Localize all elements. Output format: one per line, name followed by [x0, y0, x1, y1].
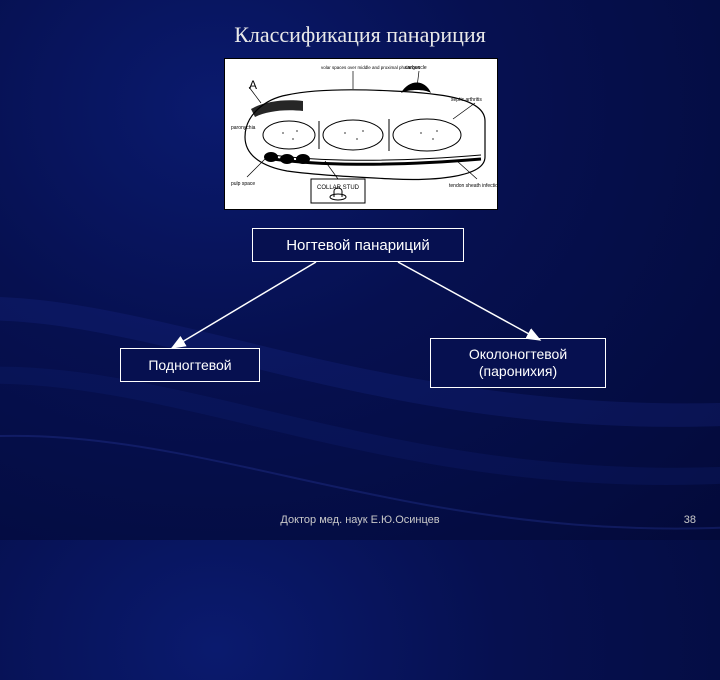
anatomy-label-paronychia: paronychia [231, 125, 256, 131]
anatomy-label-a: A [249, 78, 257, 92]
node-left: Подногтевой [120, 348, 260, 382]
node-right: Околоногтевой (паронихия) [430, 338, 606, 388]
node-root: Ногтевой панариций [252, 228, 464, 262]
anatomy-label-septic: septic arthritis [451, 97, 482, 103]
anatomy-figure: A paronychia pulp space volar spaces ove… [224, 58, 498, 210]
anatomy-label-pulp: pulp space [231, 181, 255, 187]
anatomy-label-carbuncle: carbuncle [405, 65, 427, 71]
page-number: 38 [684, 514, 696, 526]
anatomy-label-tendon: tendon sheath infection [449, 183, 497, 189]
footer-author: Доктор мед. наук Е.Ю.Осинцев [0, 514, 720, 526]
slide-title: Классификация панариция [0, 22, 720, 48]
